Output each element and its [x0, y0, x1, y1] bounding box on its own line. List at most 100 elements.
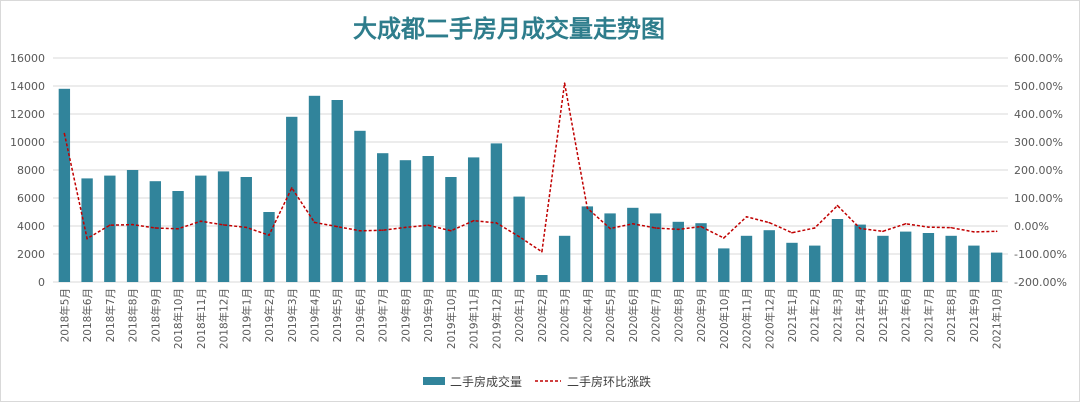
left-tick-label: 6000	[17, 192, 45, 205]
bar	[854, 224, 866, 282]
bar	[240, 177, 252, 282]
x-tick-label: 2020年2月	[536, 288, 549, 342]
line-point	[495, 222, 498, 224]
line-point	[973, 231, 975, 233]
right-y-axis: -200.00% -100.00% 0.00% 100.00% 200.00% 300.0…	[1014, 52, 1067, 289]
x-tick-label: 2019年11月	[468, 288, 481, 349]
x-tick-label: 2020年10月	[718, 288, 731, 349]
line-point	[995, 230, 998, 233]
x-tick-label: 2019年9月	[422, 288, 435, 342]
line-point	[336, 225, 339, 228]
line-point	[859, 227, 862, 230]
line-point	[313, 221, 316, 224]
left-tick-label: 2000	[17, 248, 45, 261]
bar	[763, 230, 775, 282]
right-tick-label: 0.00%	[1014, 220, 1049, 233]
bar	[877, 235, 889, 282]
x-tick-label: 2018年5月	[58, 288, 71, 342]
line-point	[381, 229, 384, 231]
bar	[58, 88, 71, 282]
bar	[831, 219, 844, 282]
line-point	[836, 204, 839, 207]
bar	[490, 143, 503, 282]
x-tick-label: 2019年6月	[354, 288, 367, 342]
bar	[581, 206, 594, 282]
x-tick-label: 2018年7月	[104, 288, 117, 342]
bar	[308, 95, 321, 282]
bar	[968, 245, 980, 282]
bar	[672, 221, 684, 282]
bar	[990, 252, 1003, 282]
x-tick-label: 2019年4月	[308, 288, 321, 342]
right-tick-label: 100.00%	[1014, 192, 1063, 205]
line-point	[700, 225, 702, 228]
x-tick-label: 2018年6月	[81, 288, 94, 342]
x-tick-label: 2020年1月	[513, 288, 526, 342]
bar	[558, 235, 571, 282]
bar	[740, 235, 753, 282]
left-tick-label: 10000	[10, 136, 45, 149]
x-tick-label: 2019年12月	[490, 288, 503, 349]
line-point	[109, 224, 111, 226]
line-point	[472, 219, 475, 222]
line-point	[586, 207, 589, 209]
line-point	[177, 228, 179, 230]
bar	[718, 248, 730, 282]
x-tick-label: 2021年10月	[991, 288, 1004, 349]
bar	[604, 213, 616, 282]
bar	[899, 231, 912, 282]
line-point	[518, 235, 520, 238]
x-tick-label: 2020年3月	[559, 288, 572, 342]
left-tick-label: 8000	[17, 164, 45, 177]
bar	[399, 160, 412, 282]
line-point	[541, 250, 543, 253]
left-tick-label: 12000	[10, 108, 45, 121]
right-tick-label: 200.00%	[1014, 164, 1063, 177]
bar	[263, 212, 275, 282]
x-tick-label: 2021年6月	[900, 288, 913, 342]
bar	[945, 235, 957, 282]
bar	[445, 177, 457, 282]
line-point	[86, 237, 88, 240]
line-series	[63, 82, 998, 254]
x-tick-label: 2021年7月	[922, 288, 935, 342]
x-tick-label: 2020年11月	[741, 288, 754, 349]
x-tick-label: 2019年7月	[377, 288, 390, 342]
bar	[695, 223, 707, 282]
line-point	[632, 222, 634, 225]
bar	[467, 157, 480, 282]
chart-title: 大成都二手房月成交量走势图	[353, 15, 665, 43]
x-tick-label: 2021年8月	[945, 288, 958, 342]
line-point	[63, 132, 66, 135]
bar	[149, 181, 162, 282]
right-tick-label: 400.00%	[1014, 108, 1063, 121]
x-tick-label: 2019年1月	[240, 288, 253, 342]
line-point	[427, 224, 429, 226]
bar	[354, 130, 366, 282]
x-axis: 2018年5月 2018年6月 2018年7月 2018年8月 2018年9月 2018年…	[58, 288, 1003, 349]
line-point	[450, 229, 452, 232]
bar	[104, 175, 116, 282]
right-tick-label: 500.00%	[1014, 80, 1063, 93]
x-tick-label: 2020年4月	[581, 288, 594, 342]
right-tick-label: 300.00%	[1014, 136, 1063, 149]
x-tick-label: 2020年8月	[672, 288, 685, 342]
line-point	[904, 222, 907, 225]
line-point	[882, 230, 884, 233]
bar	[81, 178, 93, 282]
bar	[331, 100, 343, 282]
bar	[922, 233, 935, 282]
x-tick-label: 2018年12月	[218, 288, 231, 349]
x-tick-label: 2018年11月	[195, 288, 208, 349]
x-tick-label: 2018年9月	[149, 288, 162, 342]
line-point	[563, 82, 566, 84]
legend-bar-swatch	[423, 377, 445, 385]
x-tick-label: 2020年12月	[763, 288, 776, 349]
bar	[649, 213, 662, 282]
x-tick-label: 2021年1月	[786, 288, 799, 342]
x-tick-label: 2020年7月	[650, 288, 663, 342]
line-point	[768, 221, 771, 224]
gridlines	[53, 57, 1008, 283]
bar	[195, 175, 207, 282]
